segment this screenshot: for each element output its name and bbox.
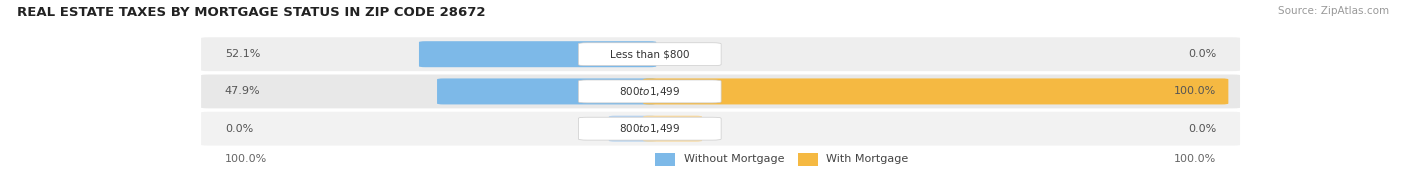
Text: REAL ESTATE TAXES BY MORTGAGE STATUS IN ZIP CODE 28672: REAL ESTATE TAXES BY MORTGAGE STATUS IN … (17, 6, 485, 19)
Text: 0.0%: 0.0% (1188, 124, 1216, 134)
FancyBboxPatch shape (419, 41, 657, 67)
Text: 0.0%: 0.0% (225, 124, 253, 134)
FancyBboxPatch shape (799, 152, 817, 166)
Text: Less than $800: Less than $800 (610, 49, 689, 59)
Text: Without Mortgage: Without Mortgage (683, 154, 785, 164)
Text: 52.1%: 52.1% (225, 49, 260, 59)
Text: With Mortgage: With Mortgage (827, 154, 908, 164)
Text: $800 to $1,499: $800 to $1,499 (619, 122, 681, 135)
FancyBboxPatch shape (643, 116, 702, 142)
FancyBboxPatch shape (200, 73, 1241, 110)
FancyBboxPatch shape (578, 117, 721, 140)
FancyBboxPatch shape (643, 78, 1229, 104)
Text: $800 to $1,499: $800 to $1,499 (619, 85, 681, 98)
FancyBboxPatch shape (578, 43, 721, 66)
FancyBboxPatch shape (200, 110, 1241, 147)
Text: 100.0%: 100.0% (1174, 86, 1216, 96)
FancyBboxPatch shape (655, 152, 675, 166)
Text: 100.0%: 100.0% (1174, 154, 1216, 164)
FancyBboxPatch shape (437, 78, 657, 104)
FancyBboxPatch shape (578, 80, 721, 103)
Text: Source: ZipAtlas.com: Source: ZipAtlas.com (1278, 6, 1389, 16)
Text: 0.0%: 0.0% (1188, 49, 1216, 59)
FancyBboxPatch shape (609, 116, 657, 142)
Text: 47.9%: 47.9% (225, 86, 260, 96)
Text: 100.0%: 100.0% (225, 154, 267, 164)
FancyBboxPatch shape (200, 36, 1241, 73)
